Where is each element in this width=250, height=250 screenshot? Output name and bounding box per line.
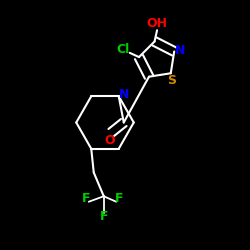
Text: Cl: Cl <box>116 43 129 56</box>
Text: F: F <box>82 192 90 205</box>
Text: F: F <box>100 210 108 223</box>
Text: F: F <box>114 192 123 205</box>
Text: N: N <box>119 88 130 102</box>
Text: OH: OH <box>146 17 168 30</box>
Text: S: S <box>168 74 176 87</box>
Text: N: N <box>174 44 185 57</box>
Text: O: O <box>104 134 115 146</box>
